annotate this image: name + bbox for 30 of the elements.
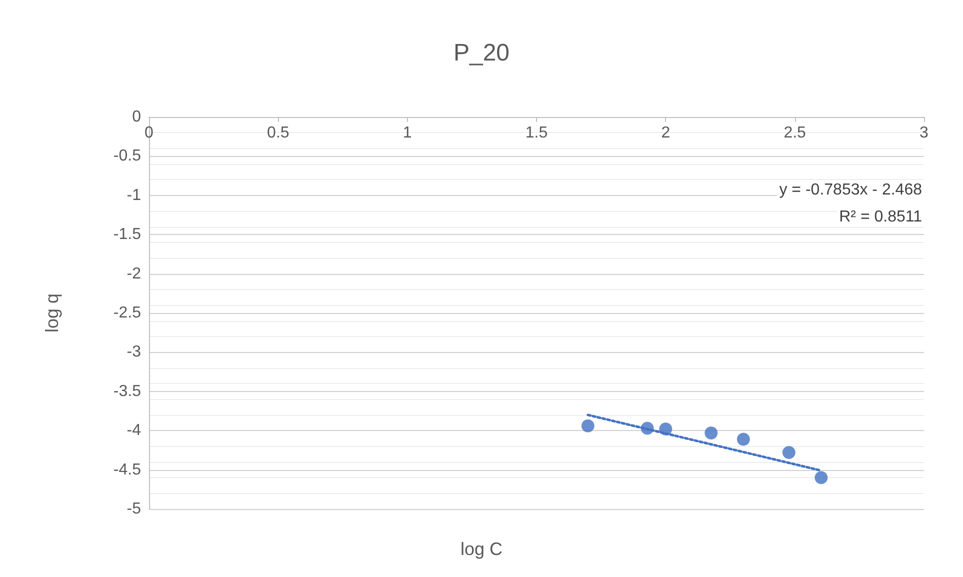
y-tick-label: -1	[126, 186, 142, 204]
y-tick-label: -1.5	[113, 226, 142, 244]
y-tick-label: -4.5	[113, 461, 142, 478]
annotation: R² = 0.8511	[839, 208, 922, 226]
x-tick-label: 3	[920, 124, 929, 142]
y-tick-label: -3	[126, 344, 142, 361]
point	[782, 446, 796, 460]
y-tick-label: -3.5	[113, 382, 142, 400]
chart-title: P_20	[453, 40, 510, 66]
point	[640, 422, 654, 435]
point	[581, 419, 594, 432]
x-tick-label: 0	[144, 124, 154, 142]
x-tick-label: 2.5	[784, 124, 806, 142]
x-tick-label: 2	[661, 124, 670, 142]
y-tick-label: -0.5	[113, 148, 142, 165]
point	[704, 426, 718, 440]
x-axis-title: log C	[460, 539, 503, 559]
x-tick-label: 1	[402, 124, 412, 142]
y-tick-label: -2.5	[113, 304, 142, 322]
x-tick-label: 1.5	[525, 124, 548, 142]
y-axis-title: log q	[42, 293, 62, 333]
x-tick-label: 0.5	[267, 124, 290, 142]
y-tick-label: -5	[126, 500, 142, 518]
point	[659, 422, 672, 436]
annotation: y = -0.7853x - 2.468	[779, 182, 922, 198]
point	[814, 471, 828, 484]
y-tick-label: -2	[126, 265, 142, 282]
y-tick-label: 0	[132, 108, 142, 126]
y-tick-label: -4	[126, 422, 142, 440]
point	[736, 432, 750, 446]
